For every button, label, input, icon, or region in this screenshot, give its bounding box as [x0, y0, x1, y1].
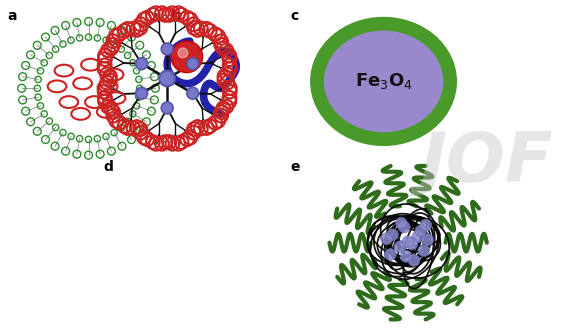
Ellipse shape — [311, 18, 456, 145]
Text: Fe$_3$O$_4$: Fe$_3$O$_4$ — [354, 71, 413, 91]
Circle shape — [395, 217, 407, 229]
Text: JOF: JOF — [421, 128, 553, 196]
Circle shape — [178, 48, 188, 58]
Circle shape — [415, 225, 427, 237]
Circle shape — [380, 233, 392, 245]
Circle shape — [171, 41, 202, 73]
Circle shape — [402, 236, 414, 248]
Circle shape — [161, 102, 173, 114]
Circle shape — [387, 229, 398, 241]
Text: a: a — [8, 9, 18, 23]
Ellipse shape — [324, 31, 443, 131]
Circle shape — [398, 221, 410, 233]
Circle shape — [420, 219, 431, 231]
Text: b: b — [172, 9, 182, 23]
Circle shape — [187, 58, 198, 70]
Circle shape — [412, 231, 424, 243]
Text: e: e — [290, 160, 299, 174]
Circle shape — [161, 43, 173, 55]
Circle shape — [422, 234, 434, 246]
Circle shape — [187, 87, 198, 99]
Circle shape — [400, 251, 412, 262]
Circle shape — [408, 255, 420, 266]
Circle shape — [395, 241, 406, 253]
Circle shape — [384, 249, 396, 260]
Circle shape — [159, 71, 175, 86]
Circle shape — [418, 245, 430, 257]
Text: d: d — [103, 160, 113, 174]
Circle shape — [136, 58, 147, 70]
Circle shape — [406, 238, 418, 250]
Circle shape — [136, 87, 147, 99]
Text: c: c — [290, 9, 298, 23]
